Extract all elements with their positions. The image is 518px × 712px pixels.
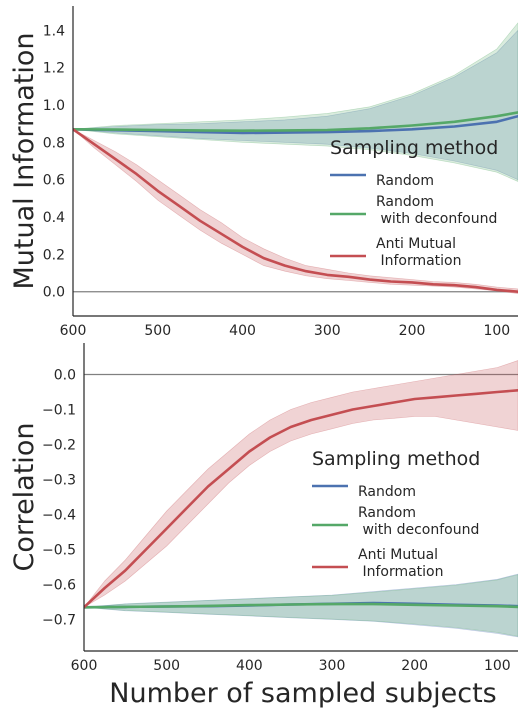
y-tick-label: −0.3 <box>42 473 76 489</box>
y-tick-label: −0.4 <box>42 508 76 524</box>
confidence-band-random <box>73 29 518 181</box>
legend-title: Sampling method <box>312 448 480 470</box>
legend-label-line: Information <box>358 564 444 580</box>
legend-label-deconfound: Random with deconfound <box>358 505 479 538</box>
series-line-deconfound <box>73 111 518 132</box>
series-line-anti_mi <box>73 128 518 294</box>
y-tick-label: −0.6 <box>42 578 76 594</box>
y-tick-label: 0.2 <box>43 247 65 263</box>
y-tick-label: −0.1 <box>42 403 76 419</box>
x-tick-label: 500 <box>144 323 171 339</box>
x-tick-label: 200 <box>401 658 428 674</box>
y-tick-label: −0.5 <box>42 543 76 559</box>
y-tick-label: −0.7 <box>42 613 76 629</box>
plot-area <box>73 22 518 294</box>
legend-label-line: Random <box>376 194 434 210</box>
y-tick-label: 1.0 <box>43 98 65 114</box>
x-tick-label: 300 <box>319 658 346 674</box>
x-tick-label: 200 <box>399 323 426 339</box>
x-axis-label: Number of sampled subjects <box>109 678 496 708</box>
y-axis-label: Mutual Information <box>9 32 40 289</box>
series-line-anti_mi <box>84 388 518 609</box>
legend-title: Sampling method <box>330 137 498 159</box>
y-tick-label: 1.4 <box>43 23 65 39</box>
x-tick-label: 500 <box>153 658 180 674</box>
y-tick-label: 0.6 <box>43 173 65 189</box>
confidence-band-anti_mi <box>73 129 518 294</box>
legend-label-line: Random <box>376 173 434 189</box>
legend-label-line: Random <box>358 505 416 521</box>
legend-label-line: with deconfound <box>376 211 497 227</box>
legend-label-line: Random <box>358 484 416 500</box>
x-tick-label: 600 <box>60 323 87 339</box>
x-tick-label: 100 <box>483 323 510 339</box>
legend-label-anti_mi: Anti Mutual Information <box>358 547 444 580</box>
y-tick-label: 0.8 <box>43 135 65 151</box>
x-tick-label: 300 <box>314 323 341 339</box>
plot-area <box>84 360 518 638</box>
x-tick-label: 400 <box>236 658 263 674</box>
chart-panel-1: 0.0 0.2 0.4 0.6 0.8 1.0 1.2 1.4 600 500 400 300 200 1… <box>9 6 518 339</box>
legend-label-random: Random <box>358 484 416 500</box>
confidence-band-deconfound <box>73 22 518 182</box>
legend-label-anti_mi: Anti Mutual Information <box>376 236 462 269</box>
x-tick-label: 400 <box>229 323 256 339</box>
legend-label-line: with deconfound <box>358 522 479 538</box>
y-tick-label: 0.0 <box>54 368 76 384</box>
y-axis-label: Correlation <box>9 423 40 572</box>
confidence-band-anti_mi <box>84 360 518 608</box>
x-tick-label: 100 <box>484 658 511 674</box>
legend-label-line: Anti Mutual <box>358 547 438 563</box>
chart-panel-2: 0.0 −0.1 −0.2 −0.3 −0.4 −0.5 −0.6 −0.7 600 500 400… <box>9 343 518 709</box>
x-tick-label: 600 <box>71 658 98 674</box>
y-tick-label: 0.0 <box>43 285 65 301</box>
series-line-deconfound <box>84 602 518 609</box>
y-tick-label: −0.2 <box>42 438 76 454</box>
legend-label-line: Information <box>376 253 462 269</box>
legend-label-random: Random <box>376 173 434 189</box>
y-tick-label: 1.2 <box>43 61 65 77</box>
y-tick-label: 0.4 <box>43 210 65 226</box>
legend-label-line: Anti Mutual <box>376 236 456 252</box>
legend-label-deconfound: Random with deconfound <box>376 194 497 227</box>
